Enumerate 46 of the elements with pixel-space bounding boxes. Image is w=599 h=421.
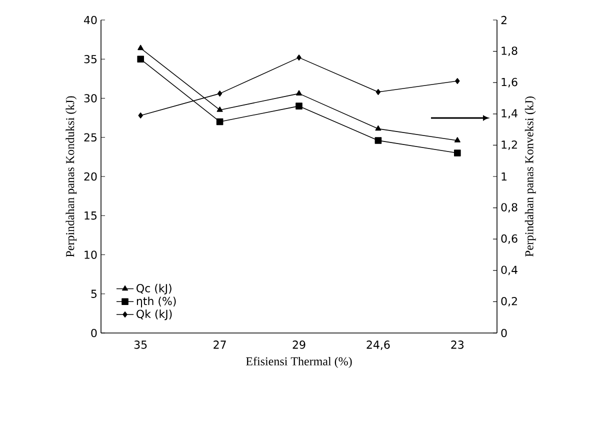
y2-tick-label: 0,2 [501,296,517,306]
x-tick-label: 24,6 [366,340,390,350]
point [138,44,144,50]
x-tick-label: 35 [134,340,147,349]
y-tick-label: 10 [84,250,97,259]
y-tick-label: 30 [84,94,97,102]
y-tick-label: 20 [84,172,97,181]
y-tick-label: 35 [84,54,97,64]
y2-tick-label: 0 [501,328,507,338]
x-tick-label: 29 [292,340,306,349]
y2-tick-label: 0,6 [501,234,518,244]
y2-tick-label: 1,6 [502,78,518,88]
y2-tick-label: 1,4 [502,109,518,119]
point [216,106,223,112]
point [216,118,224,126]
y2-axis-title: Perpindahan panas Konveksi (kJ) [524,96,536,257]
y2-tick-label: 0,4 [501,266,518,276]
y2-tick-label: 1,2 [502,140,517,150]
y-tick-label: 5 [91,290,97,298]
y2-tick-label: 0,8 [501,203,518,213]
point [375,125,382,131]
x-tick-label: 27 [214,340,226,349]
y-tick-label: 0 [91,328,97,338]
x-axis-title: Efisiensi Thermal (%) [246,356,352,368]
point [296,102,302,110]
y2-tick-label: 1 [502,172,507,181]
y-axis-title: Perpindahan panas Konduksi (kJ) [66,96,77,257]
point [296,90,302,96]
legend-label: Qc (kJ) [136,284,172,294]
point [454,137,460,142]
point [217,90,222,97]
y-tick-label: 40 [84,16,97,24]
point [296,54,302,61]
point [454,150,461,156]
point [374,137,382,144]
x-tick-label: 23 [451,340,464,349]
y2-tick-label: 2 [501,16,506,24]
point [455,78,460,84]
y-tick-label: 15 [84,212,97,220]
legend-label: ηth (%) [136,296,176,308]
point [138,112,143,118]
y2-tick-label: 1,8 [502,46,518,56]
point [137,56,144,63]
point [376,88,381,95]
y-tick-label: 25 [84,133,97,142]
legend-label: Qk (kJ) [136,310,172,320]
